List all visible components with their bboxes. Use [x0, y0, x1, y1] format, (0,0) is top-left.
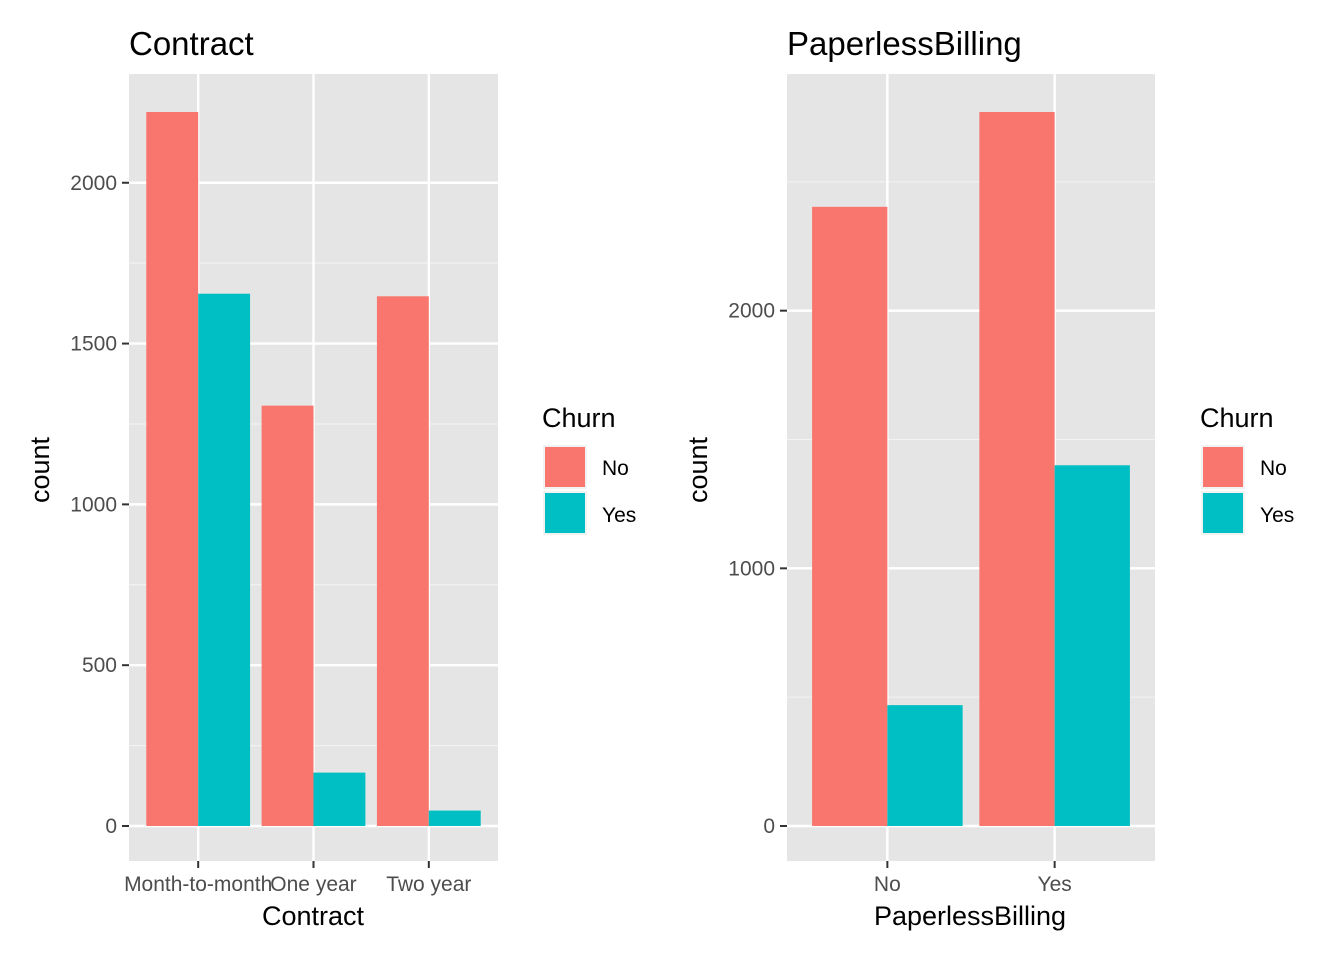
legend-key-yes: Yes — [1201, 491, 1294, 535]
bar-yes-no — [979, 112, 1055, 826]
legend-label-no: No — [602, 457, 629, 480]
x-axis-title: PaperlessBilling — [874, 901, 1066, 931]
y-tick-label: 2000 — [70, 172, 117, 195]
x-axis-title: Contract — [262, 901, 365, 931]
y-axis-title: count — [683, 436, 713, 503]
x-tick-label: No — [874, 873, 901, 896]
bar-one-year-no — [261, 405, 314, 826]
legend-swatch-no — [1203, 447, 1243, 487]
bar-month-to-month-yes — [198, 293, 251, 827]
legend-key-yes: Yes — [543, 491, 636, 535]
x-tick-label: Yes — [1038, 873, 1072, 896]
bar-month-to-month-no — [146, 112, 199, 826]
contract-chart: Contract Contract count Churn No Yes 0 50… — [25, 25, 636, 931]
legend-label-no: No — [1260, 457, 1287, 480]
legend-swatch-yes — [545, 493, 585, 533]
chart-title: PaperlessBilling — [787, 25, 1022, 62]
bar-no-no — [812, 206, 888, 826]
legend-swatch-yes — [1203, 493, 1243, 533]
legend-key-no: No — [543, 445, 629, 489]
y-tick-label: 1500 — [70, 333, 117, 356]
bar-two-year-yes — [428, 810, 481, 826]
legend-key-no: No — [1201, 445, 1287, 489]
legend-title: Churn — [1200, 403, 1274, 433]
y-tick-label: 1000 — [728, 557, 775, 580]
x-tick-label: Two year — [386, 873, 471, 896]
x-tick-label: Month-to-month — [124, 873, 272, 896]
bar-no-yes — [887, 705, 963, 826]
legend-label-yes: Yes — [1260, 504, 1294, 527]
legend-label-yes: Yes — [602, 504, 636, 527]
chart-title: Contract — [129, 25, 254, 62]
bar-one-year-yes — [313, 772, 366, 826]
y-tick-label: 500 — [82, 654, 117, 677]
y-axis-title: count — [25, 436, 55, 503]
paperless-billing-chart: PaperlessBilling PaperlessBilling count … — [683, 25, 1294, 931]
y-tick-label: 0 — [763, 815, 775, 838]
x-tick-label: One year — [270, 873, 356, 896]
bar-two-year-no — [376, 296, 429, 826]
y-tick-label: 1000 — [70, 493, 117, 516]
legend-swatch-no — [545, 447, 585, 487]
legend-title: Churn — [542, 403, 616, 433]
y-tick-label: 0 — [105, 815, 117, 838]
y-tick-label: 2000 — [728, 300, 775, 323]
bar-yes-yes — [1054, 465, 1130, 826]
